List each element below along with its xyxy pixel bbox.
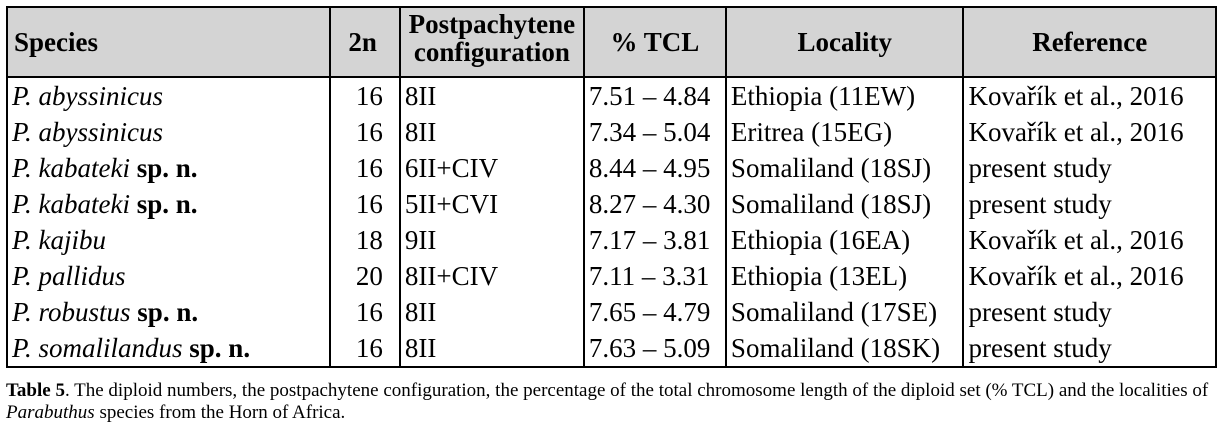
table-header-row: Species 2n Postpachytene configuration % … <box>5 6 1217 78</box>
cell-locality: Somaliland (17SE) <box>724 294 965 330</box>
header-config-line1: Postpachytene <box>408 9 576 39</box>
species-name: P. pallidus <box>12 261 126 291</box>
cell-config: 5II+CVI <box>398 186 585 222</box>
cell-2n: 16 <box>329 114 401 150</box>
species-name: P. robustus <box>12 297 131 327</box>
cell-locality: Ethiopia (13EL) <box>724 258 965 294</box>
species-tag: sp. n. <box>189 333 251 363</box>
cell-species: P. kabateki sp. n. <box>5 150 332 186</box>
species-tag: sp. n. <box>136 153 198 183</box>
cell-reference: Kovařík et al., 2016 <box>962 258 1217 294</box>
cell-config: 8II+CIV <box>398 258 585 294</box>
header-locality: Locality <box>724 6 965 78</box>
species-name: P. kajibu <box>12 225 106 255</box>
cell-2n: 20 <box>329 258 401 294</box>
cell-locality: Ethiopia (11EW) <box>724 77 965 114</box>
cell-2n: 16 <box>329 294 401 330</box>
table-row: P. robustus sp. n. 16 8II 7.65 – 4.79 Somali… <box>5 294 1217 330</box>
species-tag: sp. n. <box>136 189 198 219</box>
data-table: Species 2n Postpachytene configuration % … <box>5 6 1217 368</box>
cell-tcl: 7.51 – 4.84 <box>582 77 727 114</box>
header-tcl: % TCL <box>582 6 727 78</box>
table-row: P. abyssinicus 16 8II 7.34 – 5.04 Eritrea (1… <box>5 114 1217 150</box>
table-row: P. kabateki sp. n. 16 5II+CVI 8.27 – 4.30 So… <box>5 186 1217 222</box>
cell-config: 9II <box>398 222 585 258</box>
cell-2n: 16 <box>329 330 401 368</box>
cell-config: 8II <box>398 77 585 114</box>
cell-locality: Somaliland (18SJ) <box>724 186 965 222</box>
cell-config: 8II <box>398 114 585 150</box>
cell-locality: Eritrea (15EG) <box>724 114 965 150</box>
table-row: P. abyssinicus 16 8II 7.51 – 4.84 Ethiopia (… <box>5 77 1217 114</box>
species-name: P. abyssinicus <box>12 117 164 147</box>
species-name: P. kabateki <box>12 189 130 219</box>
cell-reference: Kovařík et al., 2016 <box>962 77 1217 114</box>
cell-locality: Somaliland (18SK) <box>724 330 965 368</box>
cell-2n: 16 <box>329 150 401 186</box>
caption-text-1: . The diploid numbers, the postpachytene… <box>64 380 1209 401</box>
table-row: P. kajibu 18 9II 7.17 – 3.81 Ethiopia (16EA)… <box>5 222 1217 258</box>
caption-label: Table 5 <box>6 380 65 401</box>
species-tag: sp. n. <box>137 297 199 327</box>
cell-species: P. abyssinicus <box>5 77 332 114</box>
cell-2n: 18 <box>329 222 401 258</box>
table-body: P. abyssinicus 16 8II 7.51 – 4.84 Ethiopia (… <box>5 77 1217 368</box>
cell-species: P. pallidus <box>5 258 332 294</box>
cell-locality: Somaliland (18SJ) <box>724 150 965 186</box>
cell-reference: present study <box>962 294 1217 330</box>
cell-species: P. abyssinicus <box>5 114 332 150</box>
cell-species: P. somalilandus sp. n. <box>5 330 332 368</box>
cell-config: 8II <box>398 294 585 330</box>
cell-2n: 16 <box>329 186 401 222</box>
cell-reference: present study <box>962 330 1217 368</box>
species-name: P. kabateki <box>12 153 130 183</box>
table-row: P. somalilandus sp. n. 16 8II 7.63 – 5.09 So… <box>5 330 1217 368</box>
table-row: P. kabateki sp. n. 16 6II+CIV 8.44 – 4.95 So… <box>5 150 1217 186</box>
cell-2n: 16 <box>329 77 401 114</box>
table-caption: Table 5. The diploid numbers, the postpa… <box>6 380 1211 424</box>
cell-locality: Ethiopia (16EA) <box>724 222 965 258</box>
cell-config: 8II <box>398 330 585 368</box>
species-name: P. somalilandus <box>12 333 183 363</box>
header-config-line2: configuration <box>413 37 570 67</box>
cell-species: P. kajibu <box>5 222 332 258</box>
table-row: P. pallidus 20 8II+CIV 7.11 – 3.31 Ethiopia … <box>5 258 1217 294</box>
cell-reference: Kovařík et al., 2016 <box>962 222 1217 258</box>
table-container: Species 2n Postpachytene configuration % … <box>5 6 1217 368</box>
cell-reference: Kovařík et al., 2016 <box>962 114 1217 150</box>
header-2n: 2n <box>329 6 401 78</box>
caption-genus: Parabuthus <box>6 402 95 423</box>
header-config: Postpachytene configuration <box>398 6 585 78</box>
species-name: P. abyssinicus <box>12 81 164 111</box>
header-species: Species <box>5 6 332 78</box>
cell-tcl: 8.27 – 4.30 <box>582 186 727 222</box>
cell-tcl: 7.34 – 5.04 <box>582 114 727 150</box>
caption-text-2: species from the Horn of Africa. <box>94 402 346 423</box>
cell-tcl: 7.17 – 3.81 <box>582 222 727 258</box>
cell-tcl: 8.44 – 4.95 <box>582 150 727 186</box>
cell-tcl: 7.65 – 4.79 <box>582 294 727 330</box>
cell-tcl: 7.63 – 5.09 <box>582 330 727 368</box>
cell-species: P. kabateki sp. n. <box>5 186 332 222</box>
cell-tcl: 7.11 – 3.31 <box>582 258 727 294</box>
cell-species: P. robustus sp. n. <box>5 294 332 330</box>
header-reference: Reference <box>962 6 1217 78</box>
cell-config: 6II+CIV <box>398 150 585 186</box>
cell-reference: present study <box>962 150 1217 186</box>
cell-reference: present study <box>962 186 1217 222</box>
